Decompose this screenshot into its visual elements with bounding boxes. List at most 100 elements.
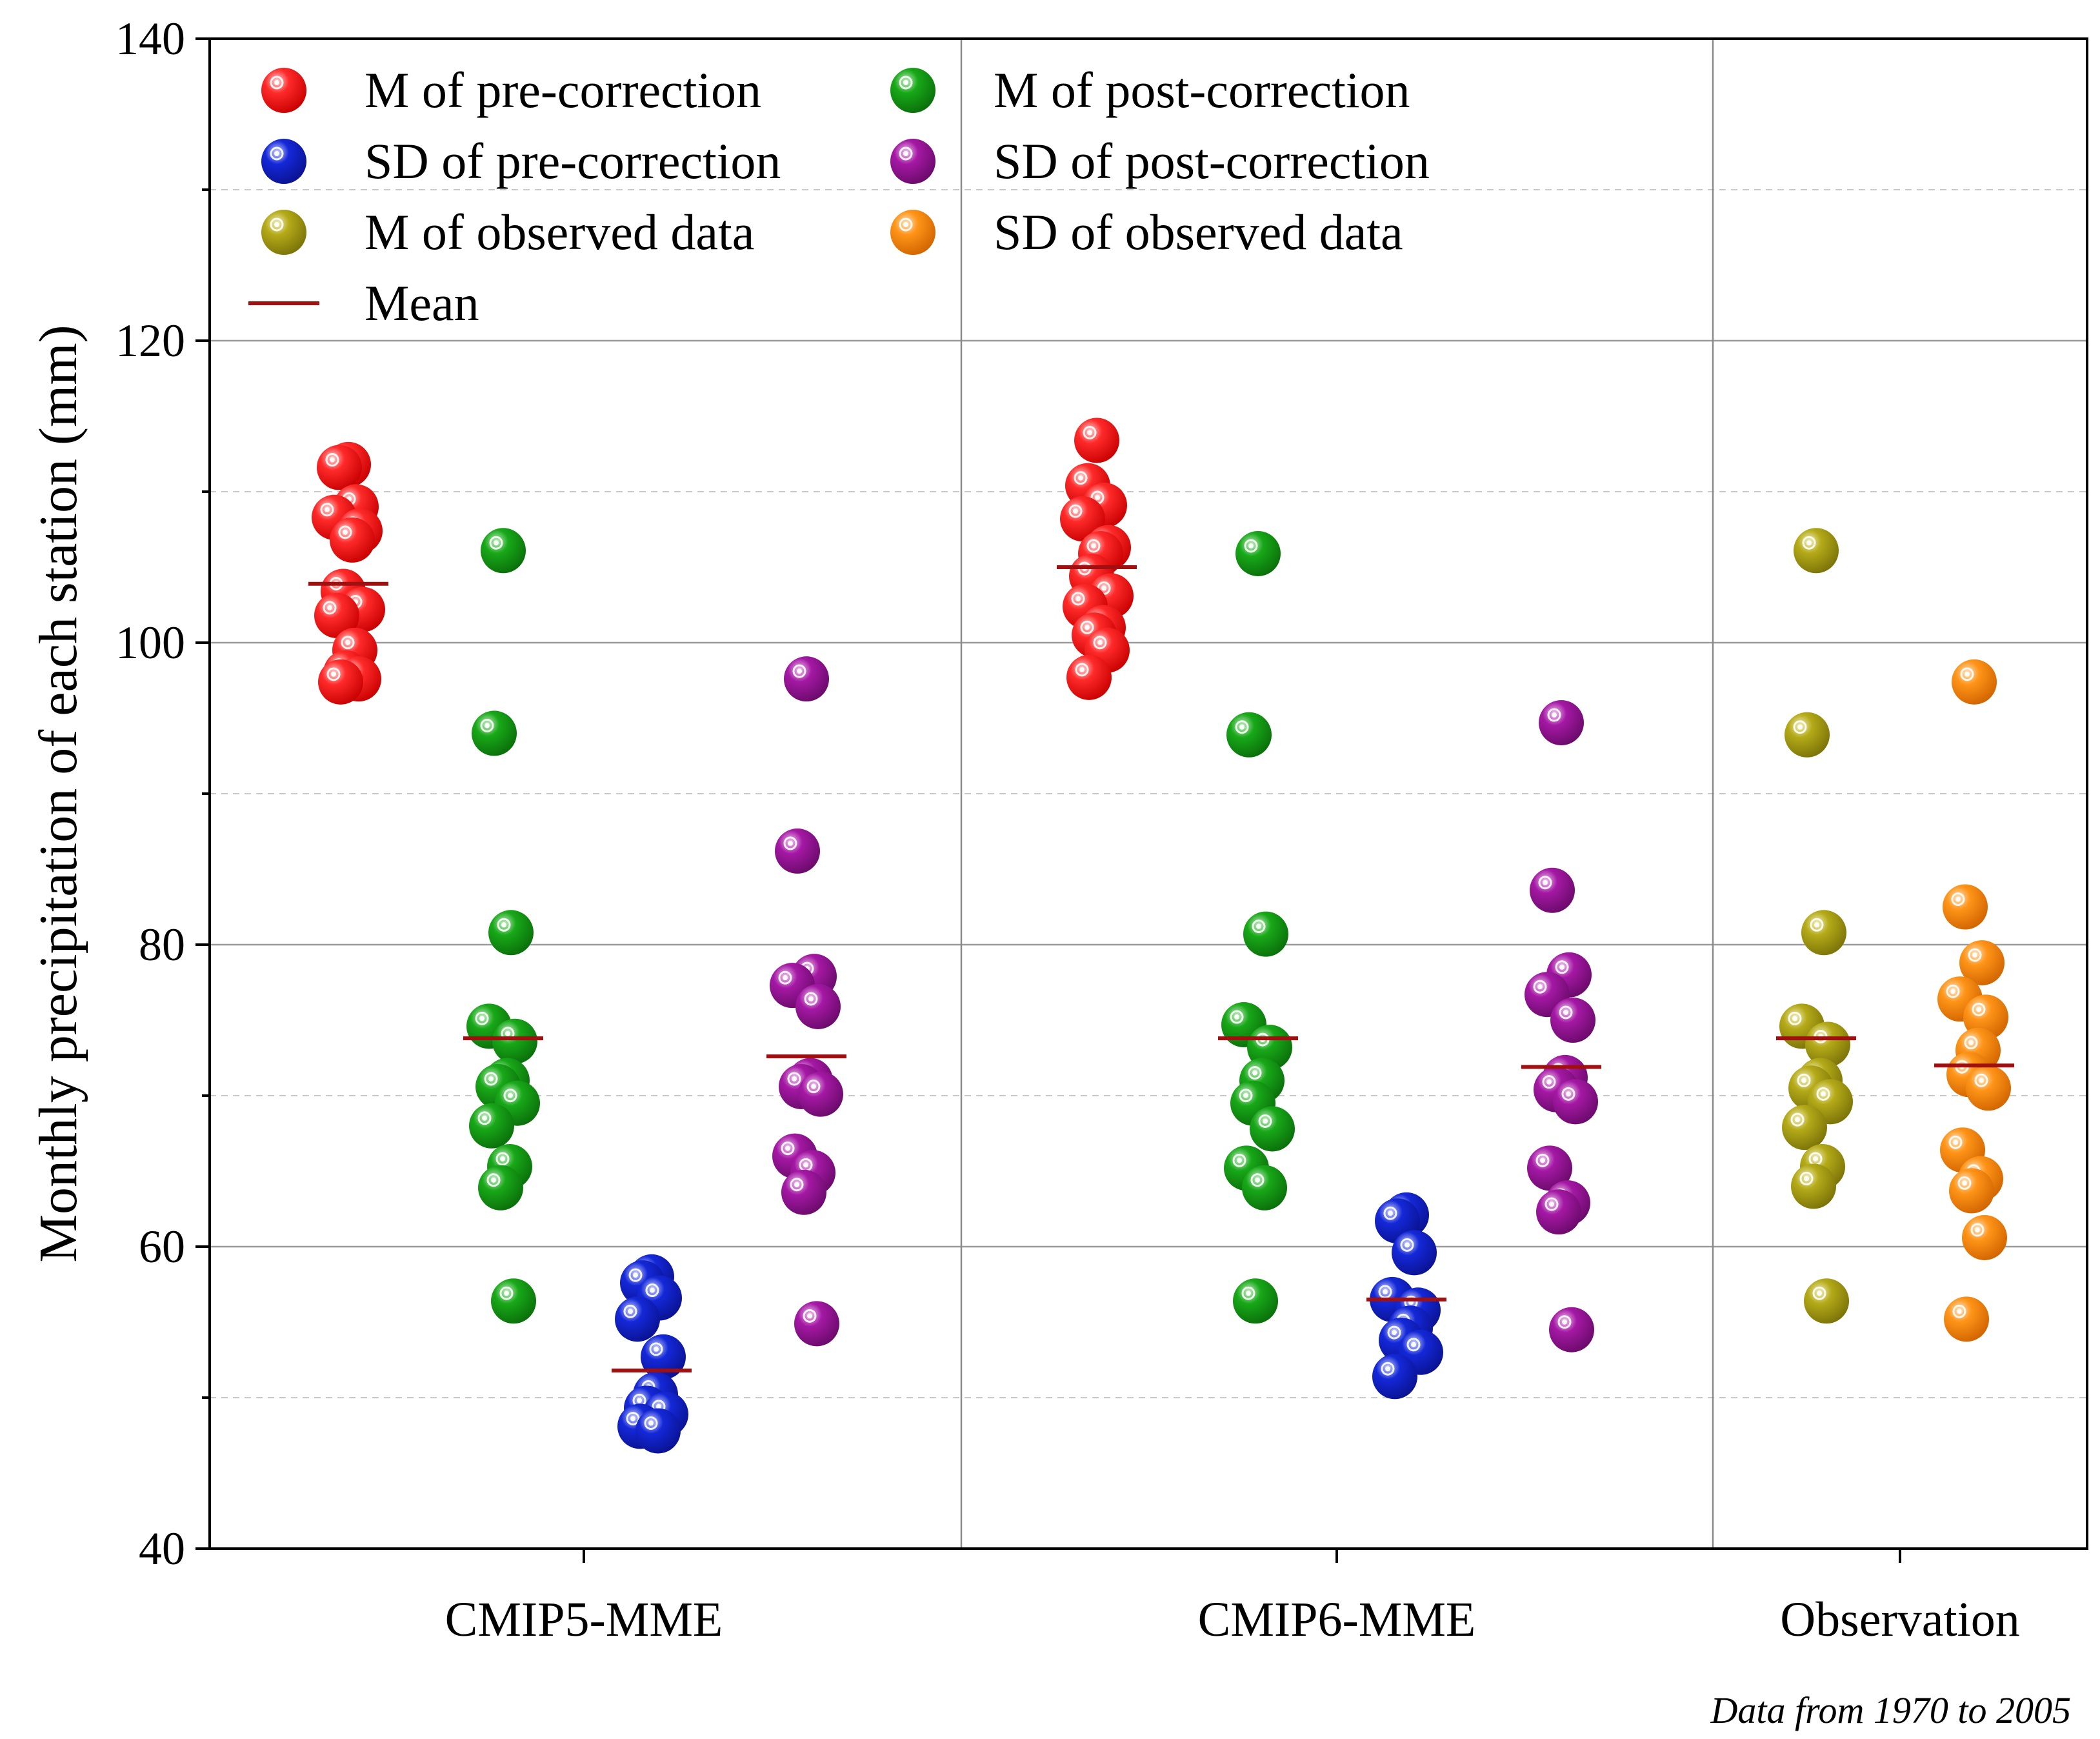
legend-marker bbox=[261, 210, 306, 255]
point-body bbox=[1782, 1105, 1827, 1151]
data-point-m_post bbox=[488, 910, 534, 956]
point-highlight-dot bbox=[630, 1416, 635, 1422]
point-highlight-dot bbox=[1566, 1091, 1571, 1097]
point-highlight-dot bbox=[1237, 1158, 1242, 1163]
point-highlight bbox=[338, 525, 352, 539]
point-highlight bbox=[326, 667, 341, 681]
legend-label: M of observed data bbox=[365, 204, 754, 260]
point-highlight bbox=[803, 1309, 817, 1323]
point-highlight bbox=[1381, 1362, 1395, 1376]
point-highlight-dot bbox=[1246, 1291, 1251, 1296]
point-highlight-dot bbox=[482, 1115, 487, 1121]
data-point-m_post bbox=[1233, 1278, 1278, 1324]
point-highlight bbox=[783, 836, 797, 850]
data-point-sd_obs bbox=[1943, 884, 1988, 930]
point-highlight bbox=[1561, 1087, 1575, 1101]
point-highlight-dot bbox=[783, 975, 788, 981]
point-highlight-dot bbox=[1552, 712, 1557, 718]
point-highlight-dot bbox=[1075, 596, 1081, 601]
point-highlight bbox=[1968, 948, 1982, 962]
point-body bbox=[261, 68, 306, 113]
point-highlight bbox=[792, 664, 806, 678]
data-point-sd_obs bbox=[1952, 659, 1997, 705]
point-highlight bbox=[270, 217, 284, 232]
point-body bbox=[1791, 1163, 1836, 1209]
point-highlight-dot bbox=[1979, 1078, 1984, 1083]
point-highlight bbox=[787, 1072, 801, 1086]
data-point-m_obs bbox=[1801, 910, 1846, 956]
y-tick-label: 40 bbox=[139, 1523, 185, 1574]
data-point-m_post bbox=[1243, 911, 1288, 957]
point-highlight-dot bbox=[633, 1272, 638, 1278]
point-highlight bbox=[645, 1283, 659, 1298]
data-point-sd_pre bbox=[635, 1408, 681, 1454]
point-highlight-dot bbox=[803, 1162, 808, 1168]
point-highlight-dot bbox=[1804, 1176, 1809, 1181]
point-highlight-dot bbox=[1239, 724, 1245, 730]
point-highlight-dot bbox=[274, 222, 279, 227]
point-highlight bbox=[486, 1173, 501, 1187]
point-body bbox=[1550, 998, 1595, 1043]
point-body bbox=[488, 910, 534, 956]
point-highlight bbox=[270, 75, 284, 90]
point-highlight-dot bbox=[1243, 1092, 1248, 1098]
point-highlight-dot bbox=[491, 1177, 496, 1183]
data-note: Data from 1970 to 2005 bbox=[1710, 1689, 2071, 1731]
point-body bbox=[615, 1296, 660, 1342]
point-highlight-dot bbox=[1950, 989, 1955, 994]
point-highlight bbox=[1812, 1286, 1826, 1300]
point-highlight-dot bbox=[345, 639, 350, 645]
data-point-sd_post bbox=[1550, 998, 1595, 1043]
point-body bbox=[1944, 1296, 1989, 1342]
x-category-label: CMIP6-MME bbox=[1198, 1593, 1476, 1647]
point-highlight-dot bbox=[1073, 508, 1078, 514]
point-highlight-dot bbox=[794, 1181, 799, 1187]
point-highlight bbox=[489, 536, 503, 550]
point-highlight bbox=[477, 1111, 492, 1125]
point-highlight bbox=[323, 601, 337, 615]
legend-item-m_pre: M of pre-correction bbox=[261, 62, 761, 118]
data-point-sd_post bbox=[795, 983, 841, 1029]
point-highlight-dot bbox=[331, 671, 336, 677]
point-body bbox=[795, 983, 841, 1029]
point-highlight-dot bbox=[1097, 639, 1103, 645]
point-highlight bbox=[778, 970, 792, 985]
point-highlight-dot bbox=[1972, 952, 1977, 958]
point-body bbox=[472, 710, 517, 756]
point-highlight-dot bbox=[1953, 1140, 1958, 1145]
data-point-sd_post bbox=[781, 1169, 826, 1215]
data-point-m_obs bbox=[1794, 528, 1839, 574]
data-point-m_obs bbox=[1785, 712, 1830, 758]
point-highlight bbox=[790, 1178, 804, 1192]
legend-marker bbox=[890, 210, 935, 255]
data-point-m_post bbox=[1242, 1165, 1287, 1211]
point-highlight bbox=[1086, 539, 1101, 553]
point-body bbox=[794, 1301, 839, 1347]
point-body bbox=[1074, 417, 1119, 463]
data-point-m_pre bbox=[318, 659, 363, 705]
point-highlight-dot bbox=[479, 1016, 485, 1021]
legend-item-m_obs: M of observed data bbox=[261, 204, 754, 260]
point-highlight-dot bbox=[330, 457, 335, 463]
point-body bbox=[1804, 1278, 1849, 1324]
point-highlight bbox=[1400, 1238, 1414, 1252]
point-body bbox=[775, 828, 820, 874]
data-point-m_pre bbox=[1066, 654, 1112, 700]
point-body bbox=[261, 139, 306, 184]
point-highlight-dot bbox=[656, 1403, 661, 1409]
data-point-sd_pre bbox=[615, 1296, 660, 1342]
data-point-m_pre bbox=[314, 592, 359, 638]
point-highlight bbox=[1248, 1066, 1262, 1080]
point-highlight bbox=[628, 1268, 643, 1282]
legend-label: Mean bbox=[365, 275, 479, 331]
point-highlight bbox=[341, 636, 355, 650]
point-body bbox=[1785, 712, 1830, 758]
point-highlight bbox=[1230, 1010, 1244, 1024]
legend-item-mean: Mean bbox=[248, 275, 479, 331]
point-highlight-dot bbox=[811, 1083, 816, 1089]
point-body bbox=[1952, 659, 1997, 705]
point-highlight bbox=[1383, 1206, 1397, 1220]
point-body bbox=[1243, 911, 1288, 957]
point-highlight-dot bbox=[1087, 430, 1092, 436]
point-highlight-dot bbox=[1813, 1156, 1818, 1161]
